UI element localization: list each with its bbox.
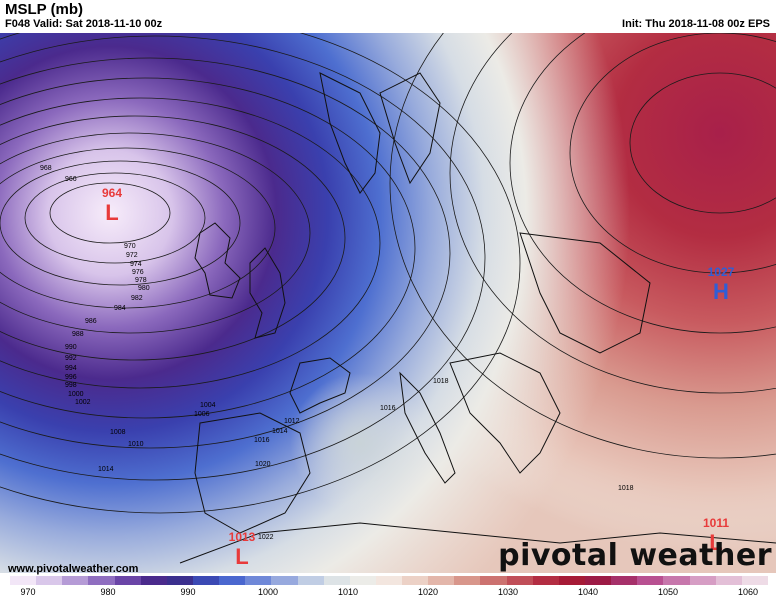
colorbar-segment xyxy=(62,576,89,585)
isobar-label: 1016 xyxy=(254,437,270,444)
isobar-label: 994 xyxy=(65,365,77,372)
colorbar-segment xyxy=(637,576,664,585)
isobar-label: 1022 xyxy=(258,534,274,541)
colorbar-segment xyxy=(715,576,743,585)
colorbar-segment xyxy=(375,576,403,585)
isobar-label: 970 xyxy=(124,243,136,250)
colorbar-tick-label: 1000 xyxy=(257,587,279,597)
colorbar-tick-label: 970 xyxy=(20,587,36,597)
isobar-label: 1010 xyxy=(128,441,144,448)
low-value: 1013 xyxy=(229,530,256,544)
colorbar-segment xyxy=(689,576,717,585)
isobar-label: 1000 xyxy=(68,391,84,398)
colorbar-segment xyxy=(192,576,220,585)
colorbar-segment xyxy=(741,576,769,585)
isobar-label: 976 xyxy=(132,269,144,276)
isobar-label: 1018 xyxy=(433,378,449,385)
isobar-label: 972 xyxy=(126,252,138,259)
colorbar-tick-label: 1010 xyxy=(337,587,359,597)
isobar-label: 978 xyxy=(135,277,147,284)
isobar-label: 1014 xyxy=(272,428,288,435)
isobar-label: 968 xyxy=(40,165,52,172)
colorbar-segment xyxy=(245,576,272,585)
colorbar-segment xyxy=(663,576,691,585)
colorbar-tick-label: 1030 xyxy=(497,587,519,597)
colorbar-segment xyxy=(114,576,142,585)
colorbar-segment xyxy=(10,576,37,585)
low-value: 1011 xyxy=(703,516,729,530)
isobar-label: 986 xyxy=(85,318,97,325)
low-value: 964 xyxy=(102,186,122,200)
low-center-1013: 1013 L xyxy=(229,530,256,569)
coastlines xyxy=(179,72,776,564)
colorbar-segment xyxy=(323,576,351,585)
isobar-label: 1016 xyxy=(380,405,396,412)
low-letter: L xyxy=(235,544,248,569)
isobar-label: 1018 xyxy=(618,485,634,492)
colorbar-segment xyxy=(271,576,298,585)
mediterranean-shading xyxy=(0,33,776,573)
isobar-label: 992 xyxy=(65,355,77,362)
colorbar-segment xyxy=(454,576,481,585)
init-time: Init: Thu 2018-11-08 00z EPS xyxy=(622,18,770,30)
colorbar-segment xyxy=(36,576,63,585)
colorbar-tick-label: 1020 xyxy=(417,587,439,597)
colorbar-segment xyxy=(166,576,194,585)
isobar-label: 996 xyxy=(65,374,77,381)
isobar-label: 1020 xyxy=(255,461,271,468)
isobar-label: 1012 xyxy=(284,418,300,425)
brand-logo: pivotal weather xyxy=(498,538,772,573)
colorbar-segment xyxy=(428,576,455,585)
isobar-label: 1014 xyxy=(98,466,114,473)
colorbar-segment xyxy=(88,576,116,585)
isobar-label: 984 xyxy=(114,305,126,312)
colorbar-segment xyxy=(558,576,586,585)
colorbar-segment xyxy=(140,576,168,585)
low-letter: L xyxy=(709,530,722,555)
colorbar-segment xyxy=(585,576,612,585)
colorbar-segment xyxy=(532,576,560,585)
isobars-high xyxy=(389,33,776,459)
map-title: MSLP (mb) xyxy=(5,1,84,18)
colorbar-segment xyxy=(480,576,508,585)
isobar-label: 966 xyxy=(65,176,77,183)
low-center-1011: 1011 L xyxy=(703,516,729,555)
isobar-label: 998 xyxy=(65,382,77,389)
map-canvas: 968 966 970 972 974 976 978 980 982 984 … xyxy=(0,33,776,573)
colorbar-ticks: 970 980 990 1000 1010 1020 1030 1040 1050 1060 xyxy=(0,587,776,600)
colorbar-segment xyxy=(349,576,377,585)
low-letter: L xyxy=(105,200,118,225)
low-center-964: 964 L xyxy=(102,186,122,225)
colorbar-segment xyxy=(402,576,429,585)
colorbar-segment xyxy=(297,576,325,585)
colorbar-tick-label: 1050 xyxy=(657,587,679,597)
colorbar-tick-label: 1040 xyxy=(577,587,599,597)
isobars-low xyxy=(0,33,521,514)
high-letter: H xyxy=(713,279,729,304)
isobar-label: 988 xyxy=(72,331,84,338)
isobar-label: 1002 xyxy=(75,399,91,406)
valid-time: F048 Valid: Sat 2018-11-10 00z xyxy=(5,18,163,30)
isobar-label: 980 xyxy=(138,285,150,292)
colorbar xyxy=(10,576,769,585)
isobar-label: 974 xyxy=(130,261,142,268)
isobar-labels: 968 966 970 972 974 976 978 980 982 984 … xyxy=(40,165,634,541)
pressure-map: 968 966 970 972 974 976 978 980 982 984 … xyxy=(0,33,776,573)
isobar-label: 982 xyxy=(131,295,143,302)
website-credit: www.pivotalweather.com xyxy=(8,563,139,575)
isobar-label: 990 xyxy=(65,344,77,351)
header: MSLP (mb) F048 Valid: Sat 2018-11-10 00z… xyxy=(0,0,776,33)
colorbar-tick-label: 1060 xyxy=(737,587,759,597)
colorbar-tick-label: 980 xyxy=(100,587,116,597)
colorbar-segment xyxy=(506,576,534,585)
high-center-1027: 1027 H xyxy=(708,265,735,304)
colorbar-segment xyxy=(611,576,638,585)
colorbar-tick-label: 990 xyxy=(180,587,196,597)
isobar-label: 1006 xyxy=(194,411,210,418)
high-value: 1027 xyxy=(708,265,735,279)
colorbar-segment xyxy=(219,576,246,585)
isobar-label: 1008 xyxy=(110,429,126,436)
isobar-label: 1004 xyxy=(200,402,216,409)
